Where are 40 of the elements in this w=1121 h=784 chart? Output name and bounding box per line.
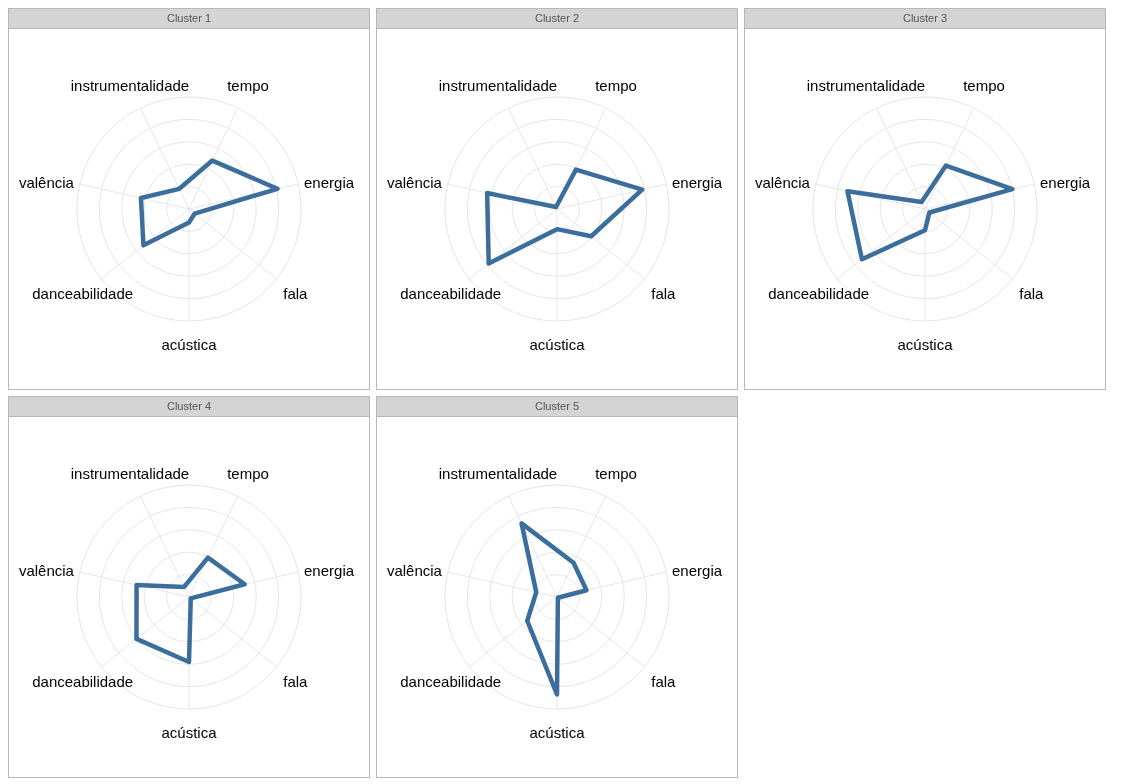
chart-title: Cluster 3	[902, 12, 948, 24]
spoke-label: instrumentalidade	[70, 465, 190, 483]
spoke-label: tempo	[963, 77, 1005, 95]
spoke-label: valência	[754, 173, 811, 191]
spoke-label: fala	[283, 284, 309, 302]
spoke-label: energia	[672, 561, 723, 579]
spoke-label: fala	[651, 672, 677, 690]
spoke-label: fala	[1019, 284, 1045, 302]
spoke-label: fala	[651, 284, 677, 302]
spoke-label: instrumentalidade	[806, 77, 926, 95]
spoke-label: tempo	[595, 77, 637, 95]
spoke-label: danceabilidade	[400, 284, 502, 302]
spoke-label: danceabilidade	[768, 284, 870, 302]
chart-title: Cluster 1	[166, 12, 212, 24]
spoke-label: acústica	[529, 336, 586, 353]
spoke-label: danceabilidade	[32, 672, 134, 690]
spoke-label: instrumentalidade	[438, 77, 558, 95]
spoke-label: energia	[304, 561, 355, 579]
spoke-label: valência	[386, 561, 443, 579]
spoke-label: energia	[304, 173, 355, 191]
spoke-label: tempo	[595, 465, 637, 483]
spoke-label: danceabilidade	[400, 672, 502, 690]
spoke-label: acústica	[529, 724, 586, 741]
spoke-label: acústica	[161, 724, 218, 741]
chart-title: Cluster 2	[534, 12, 580, 24]
chart-title: Cluster 4	[166, 400, 212, 412]
spoke-label: instrumentalidade	[438, 465, 558, 483]
chart-title: Cluster 5	[534, 400, 580, 412]
spoke-label: tempo	[227, 77, 269, 95]
spoke-label: valência	[18, 173, 75, 191]
spoke-label: acústica	[161, 336, 218, 353]
spoke-label: acústica	[897, 336, 954, 353]
spoke-label: danceabilidade	[32, 284, 134, 302]
spoke-label: instrumentalidade	[70, 77, 190, 95]
spoke-label: tempo	[227, 465, 269, 483]
spoke-label: energia	[1040, 173, 1091, 191]
spoke-label: energia	[672, 173, 723, 191]
spoke-label: fala	[283, 672, 309, 690]
spoke-label: valência	[18, 561, 75, 579]
spoke-label: valência	[386, 173, 443, 191]
